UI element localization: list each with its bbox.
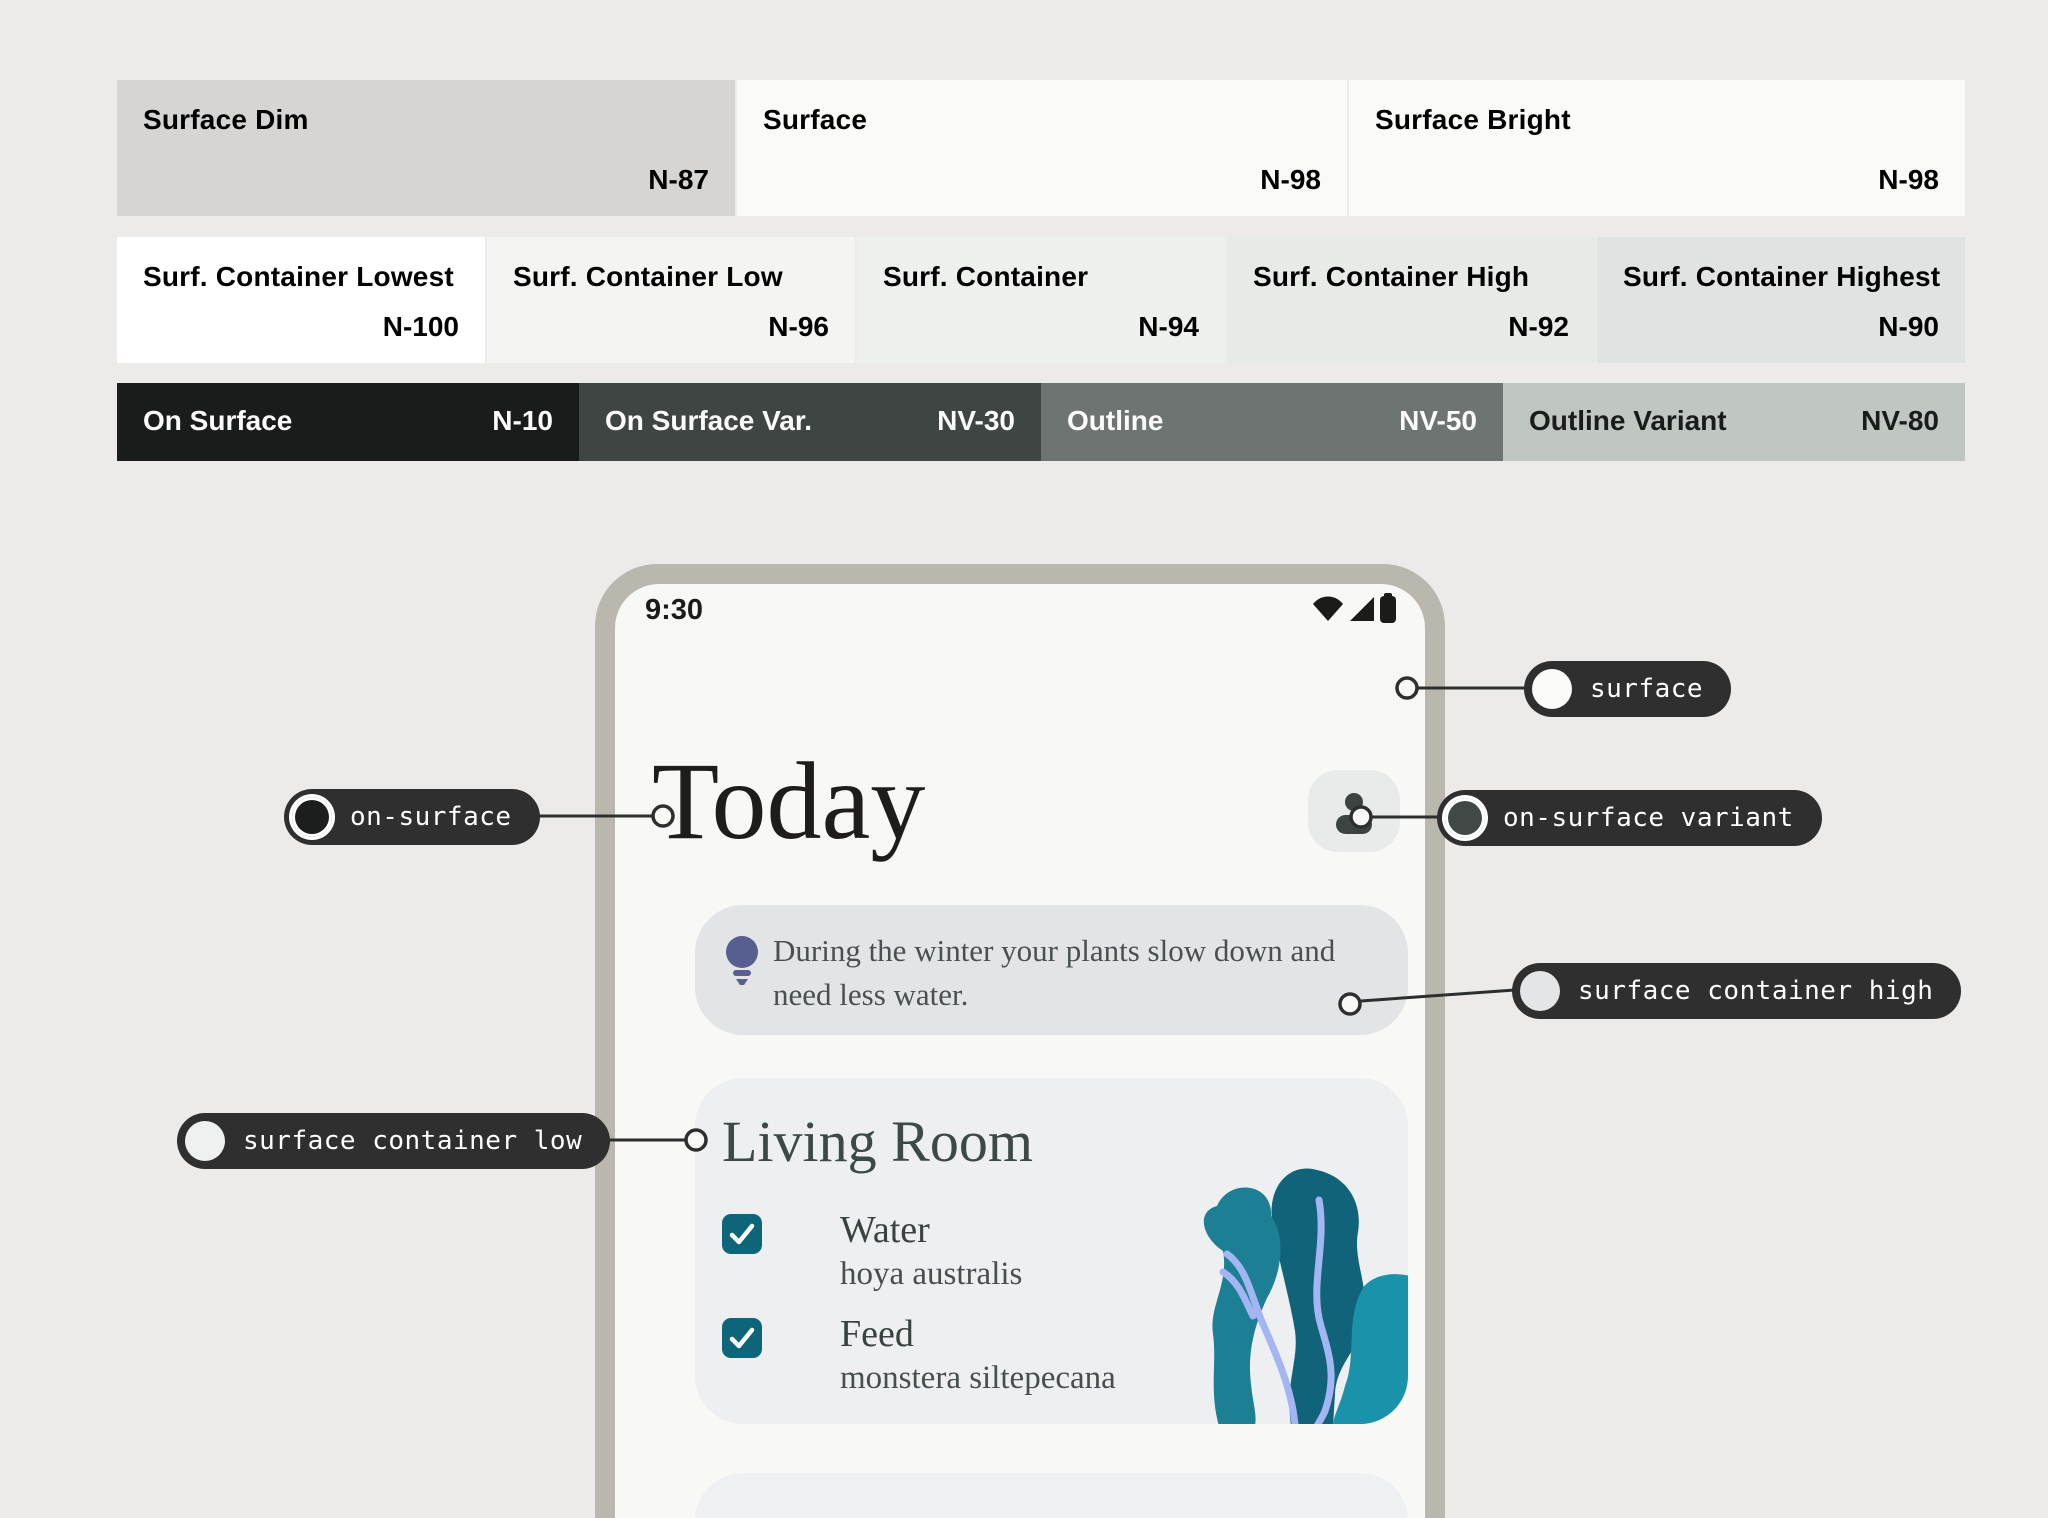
swatch-value: N-98 [1260,164,1321,195]
callout-label: surface [1590,674,1704,704]
task-action: Water [840,1209,930,1251]
wifi-icon [1313,596,1343,621]
color-swatch-dot [1520,971,1560,1011]
checked-checkbox-icon[interactable] [722,1318,762,1358]
room-title: Living Room [722,1109,1033,1174]
swatch-value: N-98 [1878,164,1939,195]
profile-button[interactable] [1308,770,1400,852]
swatch-on-surface-var: On Surface Var. NV-30 [579,383,1041,461]
swatch-surface: Surface N-98 [737,80,1347,216]
tip-text: During the winter your plants slow down … [773,933,1336,1012]
task-action: Feed [840,1313,914,1355]
swatch-value: NV-30 [937,405,1015,436]
status-bar-icons [1312,591,1398,627]
swatch-surface-dim: Surface Dim N-87 [117,80,735,216]
swatch-value: N-10 [492,405,553,436]
color-swatch-dot [1532,669,1572,709]
swatch-value: N-90 [1878,311,1939,342]
swatch-label: Surf. Container [883,261,1089,292]
task-row: Feed monstera siltepecana [722,1312,1322,1402]
callout-label: surface container low [243,1126,583,1156]
swatch-label: On Surface Var. [605,405,812,436]
swatch-label: Surf. Container Highest [1623,261,1941,292]
swatch-surf-container-high: Surf. Container High N-92 [1227,237,1595,363]
swatch-value: N-100 [382,311,459,342]
swatch-surf-container-low: Surf. Container Low N-96 [487,237,855,363]
color-swatch-dot [1445,798,1485,838]
swatch-value: N-96 [768,311,829,342]
swatch-label: Surf. Container High [1253,261,1530,292]
next-room-card [695,1473,1408,1518]
callout-label: on-surface variant [1503,803,1794,833]
battery-icon [1380,593,1396,623]
person-icon [1336,793,1372,834]
task-plant: monstera siltepecana [840,1360,1116,1396]
swatch-outline: Outline NV-50 [1041,383,1503,461]
living-room-card: Living Room Water hoya australis Feed mo… [695,1078,1408,1424]
phone-screen: 9:30 Today [615,584,1425,1518]
callout-label: on-surface [350,802,512,832]
checked-checkbox-icon[interactable] [722,1214,762,1254]
swatch-surf-container-highest: Surf. Container Highest N-90 [1597,237,1965,363]
swatch-value: N-92 [1508,311,1569,342]
swatch-label: Surface Bright [1375,104,1571,135]
swatch-outline-variant: Outline Variant NV-80 [1503,383,1965,461]
swatch-on-surface: On Surface N-10 [117,383,579,461]
swatch-surface-bright: Surface Bright N-98 [1349,80,1965,216]
swatch-label: On Surface [143,405,293,436]
color-swatch-dot [292,797,332,837]
page-title: Today [652,740,926,862]
callout-surface: surface [1524,661,1732,717]
swatch-label: Surface [763,104,868,135]
swatch-label: Outline [1067,405,1164,436]
callout-label: surface container high [1578,976,1934,1006]
swatch-label: Surf. Container Low [513,261,783,292]
swatch-value: N-94 [1138,311,1199,342]
swatch-label: Surf. Container Lowest [143,261,454,292]
plant-illustration [1195,1166,1408,1424]
callout-surface-container-high: surface container high [1512,963,1962,1019]
swatch-value: NV-50 [1399,405,1477,436]
tip-card: During the winter your plants slow down … [695,905,1408,1035]
callout-surface-container-low: surface container low [177,1113,611,1169]
swatch-value: N-87 [648,164,709,195]
swatch-surf-container-lowest: Surf. Container Lowest N-100 [117,237,485,363]
swatch-value: NV-80 [1861,405,1939,436]
swatch-label: Surface Dim [143,104,309,135]
callout-on-surface: on-surface [284,789,540,845]
cellular-icon [1350,597,1374,621]
status-bar-time: 9:30 [645,594,704,626]
callout-on-surface-variant: on-surface variant [1437,790,1822,846]
lightbulb-icon [723,935,763,992]
task-row: Water hoya australis [722,1208,1322,1298]
task-plant: hoya australis [840,1256,1023,1292]
swatch-label: Outline Variant [1529,405,1727,436]
swatch-surf-container: Surf. Container N-94 [857,237,1225,363]
color-swatch-dot [185,1121,225,1161]
